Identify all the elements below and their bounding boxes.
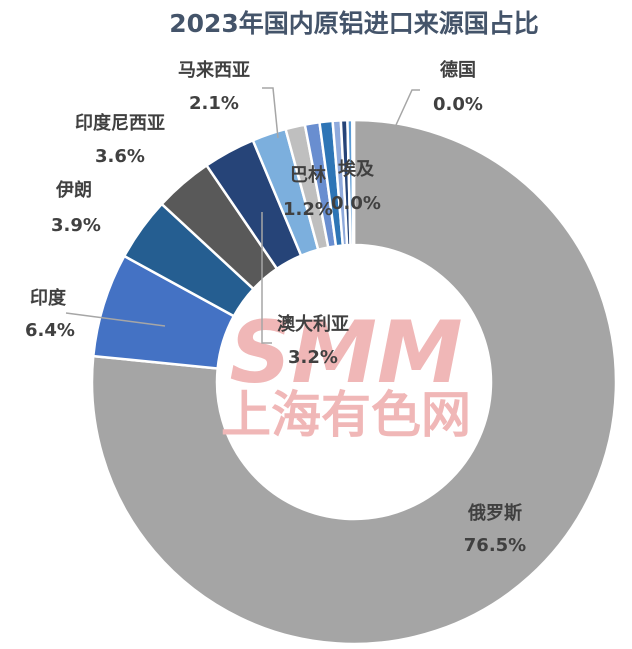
slice-name-6: 马来西亚 bbox=[178, 60, 250, 81]
slice-label-1: 俄罗斯 76.5% bbox=[464, 502, 526, 556]
slices-group bbox=[90, 118, 618, 646]
slice-name-13: 埃及 bbox=[338, 158, 375, 180]
slice-name-3: 伊朗 bbox=[55, 179, 92, 201]
slice-value-13: 0.0% bbox=[331, 193, 381, 214]
leader-lines bbox=[65, 87, 420, 344]
slice-name-4: 印度尼西亚 bbox=[75, 112, 165, 134]
slice-label-7: 巴林 1.2% bbox=[283, 164, 333, 220]
slice-label-5: 澳大利亚 3.2% bbox=[277, 313, 349, 368]
slice-label-2: 印度 6.4% bbox=[25, 287, 75, 341]
slice-value-3: 3.9% bbox=[51, 215, 101, 236]
slice-value-1: 76.5% bbox=[464, 535, 526, 556]
slice-label-14: 德国 0.0% bbox=[433, 59, 483, 115]
slice-name-7: 巴林 bbox=[290, 164, 326, 186]
slice-value-14: 0.0% bbox=[433, 94, 483, 115]
labels-group: 俄罗斯 76.5% 印度 6.4% 伊朗 3.9% 印度尼西亚 3.6% 澳大利亚 3.2% 马来西… bbox=[25, 59, 526, 556]
leader-line-5 bbox=[261, 212, 272, 344]
slice-value-5: 3.2% bbox=[288, 347, 338, 368]
leader-line-6 bbox=[262, 87, 279, 139]
slice-name-2: 印度 bbox=[30, 287, 67, 309]
slice-name-5: 澳大利亚 bbox=[277, 313, 349, 335]
leader-line-14 bbox=[395, 89, 420, 126]
chart-title: 2023年国内原铝进口来源国占比 bbox=[169, 9, 539, 38]
leader-line-2 bbox=[65, 312, 166, 327]
slice-name-1: 俄罗斯 bbox=[467, 502, 522, 524]
watermark: SMM 上海有色网 bbox=[221, 303, 471, 444]
watermark-text: 上海有色网 bbox=[221, 386, 471, 444]
watermark-brand: SMM bbox=[229, 303, 462, 403]
slice-1 bbox=[90, 118, 618, 646]
slice-value-6: 2.1% bbox=[189, 93, 239, 114]
slice-label-4: 印度尼西亚 3.6% bbox=[75, 112, 165, 167]
slice-label-3: 伊朗 3.9% bbox=[51, 179, 101, 236]
slice-value-7: 1.2% bbox=[283, 199, 333, 220]
slice-value-4: 3.6% bbox=[95, 146, 145, 167]
slice-value-2: 6.4% bbox=[25, 320, 75, 341]
slice-name-14: 德国 bbox=[440, 59, 476, 81]
slice-label-13: 埃及 0.0% bbox=[331, 158, 381, 214]
slice-14 bbox=[351, 118, 356, 247]
slice-label-6: 马来西亚 2.1% bbox=[178, 60, 250, 114]
